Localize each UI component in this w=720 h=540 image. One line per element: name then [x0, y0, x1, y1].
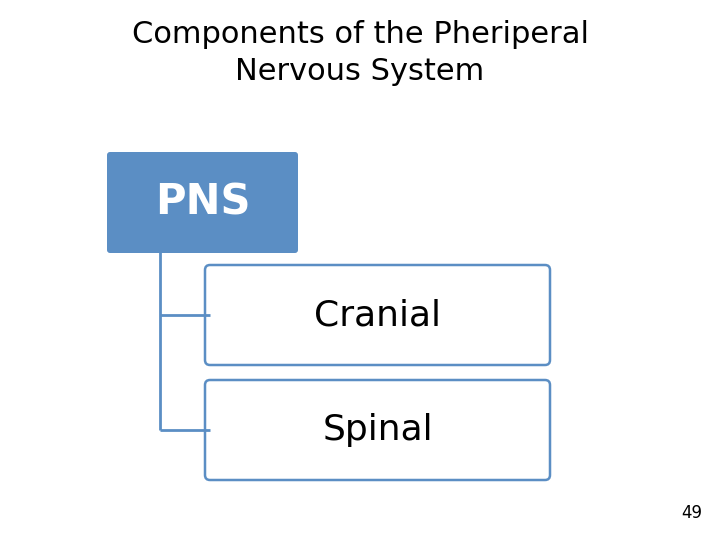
Text: 49: 49 — [681, 504, 702, 522]
Text: Cranial: Cranial — [314, 298, 441, 332]
Text: Spinal: Spinal — [322, 413, 433, 447]
Text: Components of the Pheriperal
Nervous System: Components of the Pheriperal Nervous Sys… — [132, 20, 588, 86]
FancyBboxPatch shape — [205, 265, 550, 365]
FancyBboxPatch shape — [205, 380, 550, 480]
Text: PNS: PNS — [155, 181, 251, 224]
FancyBboxPatch shape — [107, 152, 298, 253]
